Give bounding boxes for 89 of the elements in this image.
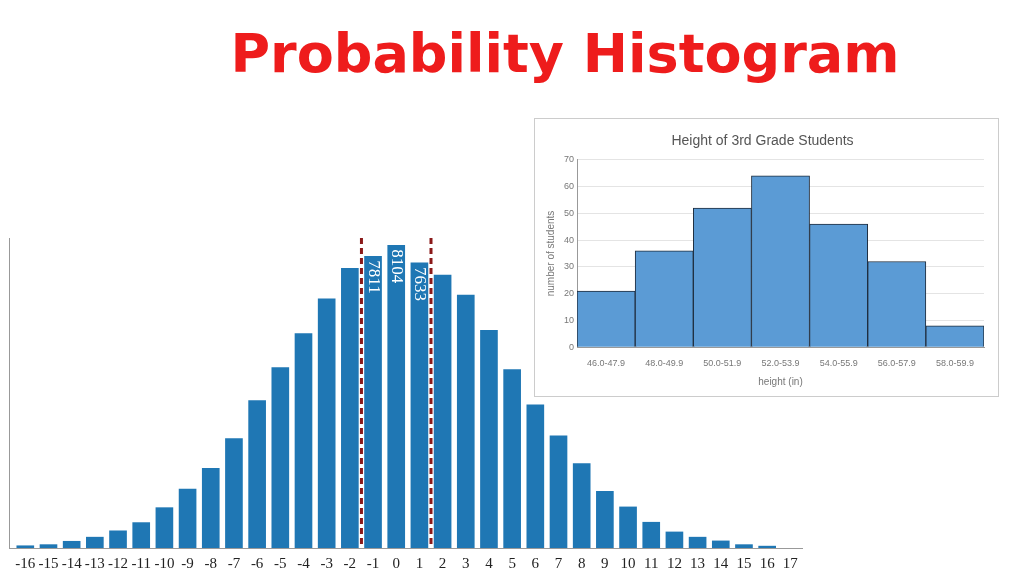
bar — [341, 267, 359, 548]
x-tick-label: 7 — [554, 554, 563, 571]
y-tick-label: 30 — [564, 261, 575, 272]
x-tick-label: -2 — [343, 554, 357, 571]
bar — [410, 262, 429, 548]
x-tick-label: 9 — [601, 554, 609, 571]
bar — [433, 274, 452, 548]
x-tick-label: -4 — [297, 554, 311, 571]
x-tick-label: 11 — [644, 554, 659, 571]
x-tick-label: 1 — [415, 554, 424, 571]
x-tick-label: 13 — [690, 554, 706, 571]
bar — [62, 540, 81, 548]
x-tick-label: -8 — [204, 554, 218, 571]
y-tick-label: 70 — [564, 154, 575, 165]
bar — [155, 507, 174, 548]
x-tick-label: 5 — [508, 554, 516, 571]
bar — [201, 468, 220, 548]
bar — [132, 522, 151, 548]
bar — [364, 255, 382, 548]
y-tick-label: 0 — [569, 341, 575, 352]
x-tick-label: 8 — [577, 554, 586, 571]
bar — [549, 435, 568, 548]
y-axis-title: number of students — [544, 210, 556, 297]
x-tick-label: -13 — [84, 554, 105, 571]
x-tick-label: 12 — [666, 554, 682, 571]
x-tick-label: -10 — [154, 554, 175, 571]
bar — [271, 367, 290, 548]
bar — [480, 329, 498, 548]
bar — [387, 244, 406, 548]
bar — [317, 298, 336, 548]
bar — [178, 488, 197, 548]
x-tick-label: -14 — [61, 554, 83, 571]
bar — [503, 369, 521, 548]
x-tick-label: 54.0-55.9 — [819, 358, 858, 369]
bar — [86, 536, 104, 548]
x-tick-label: -5 — [274, 554, 287, 571]
bar — [109, 530, 127, 548]
x-tick-label: -7 — [227, 554, 241, 571]
bar — [39, 544, 58, 548]
y-tick-label: 40 — [564, 234, 575, 245]
bar — [572, 463, 591, 548]
bar — [758, 545, 776, 548]
data-label: 7633 — [410, 266, 430, 301]
x-tick-label: -16 — [15, 554, 36, 571]
x-tick-label: 4 — [485, 554, 494, 571]
x-tick-label: 6 — [531, 554, 540, 571]
bar — [665, 531, 684, 548]
bar — [16, 545, 35, 548]
x-tick-label: 46.0-47.9 — [587, 358, 626, 369]
data-label: 8104 — [387, 249, 407, 284]
x-tick-label: 17 — [782, 554, 799, 571]
data-label: 7811 — [364, 260, 384, 294]
x-tick-label: -11 — [131, 554, 151, 571]
x-tick-label: -15 — [38, 554, 59, 571]
x-tick-label: -12 — [108, 554, 129, 571]
x-tick-label: 16 — [759, 554, 776, 571]
y-tick-label: 60 — [564, 181, 575, 192]
chart-title: Probability Histogram — [229, 22, 901, 85]
bar — [225, 438, 243, 548]
x-axis-title: height (in) — [758, 375, 803, 387]
chart-title: Height of 3rd Grade Students — [671, 132, 854, 149]
x-tick-label: -6 — [250, 554, 264, 571]
bar — [526, 404, 545, 548]
x-tick-label: 48.0-49.9 — [645, 358, 684, 369]
x-tick-label: -1 — [366, 554, 380, 571]
x-tick-label: -3 — [320, 554, 333, 571]
x-tick-label: -9 — [181, 554, 194, 571]
x-tick-label: 14 — [713, 554, 729, 571]
bar — [642, 521, 661, 548]
y-tick-label: 50 — [564, 207, 575, 218]
bar — [711, 540, 730, 548]
x-tick-label: 3 — [462, 554, 470, 571]
bar — [619, 506, 637, 548]
x-tick-label: 0 — [392, 554, 400, 571]
x-tick-label: 58.0-59.9 — [935, 358, 974, 369]
y-tick-label: 10 — [564, 314, 575, 325]
bar — [688, 536, 707, 548]
x-tick-label: 50.0-51.9 — [703, 358, 742, 369]
bar — [456, 294, 475, 548]
x-tick-label: 52.0-53.9 — [761, 358, 800, 369]
bar — [596, 490, 614, 548]
x-tick-label: 56.0-57.9 — [877, 358, 916, 369]
bar — [248, 400, 266, 548]
x-tick-label: 2 — [438, 554, 447, 571]
x-tick-label: 15 — [736, 554, 752, 571]
x-tick-label: 10 — [620, 554, 636, 571]
y-tick-label: 20 — [564, 288, 575, 299]
bar — [294, 333, 313, 548]
bar — [735, 544, 753, 548]
